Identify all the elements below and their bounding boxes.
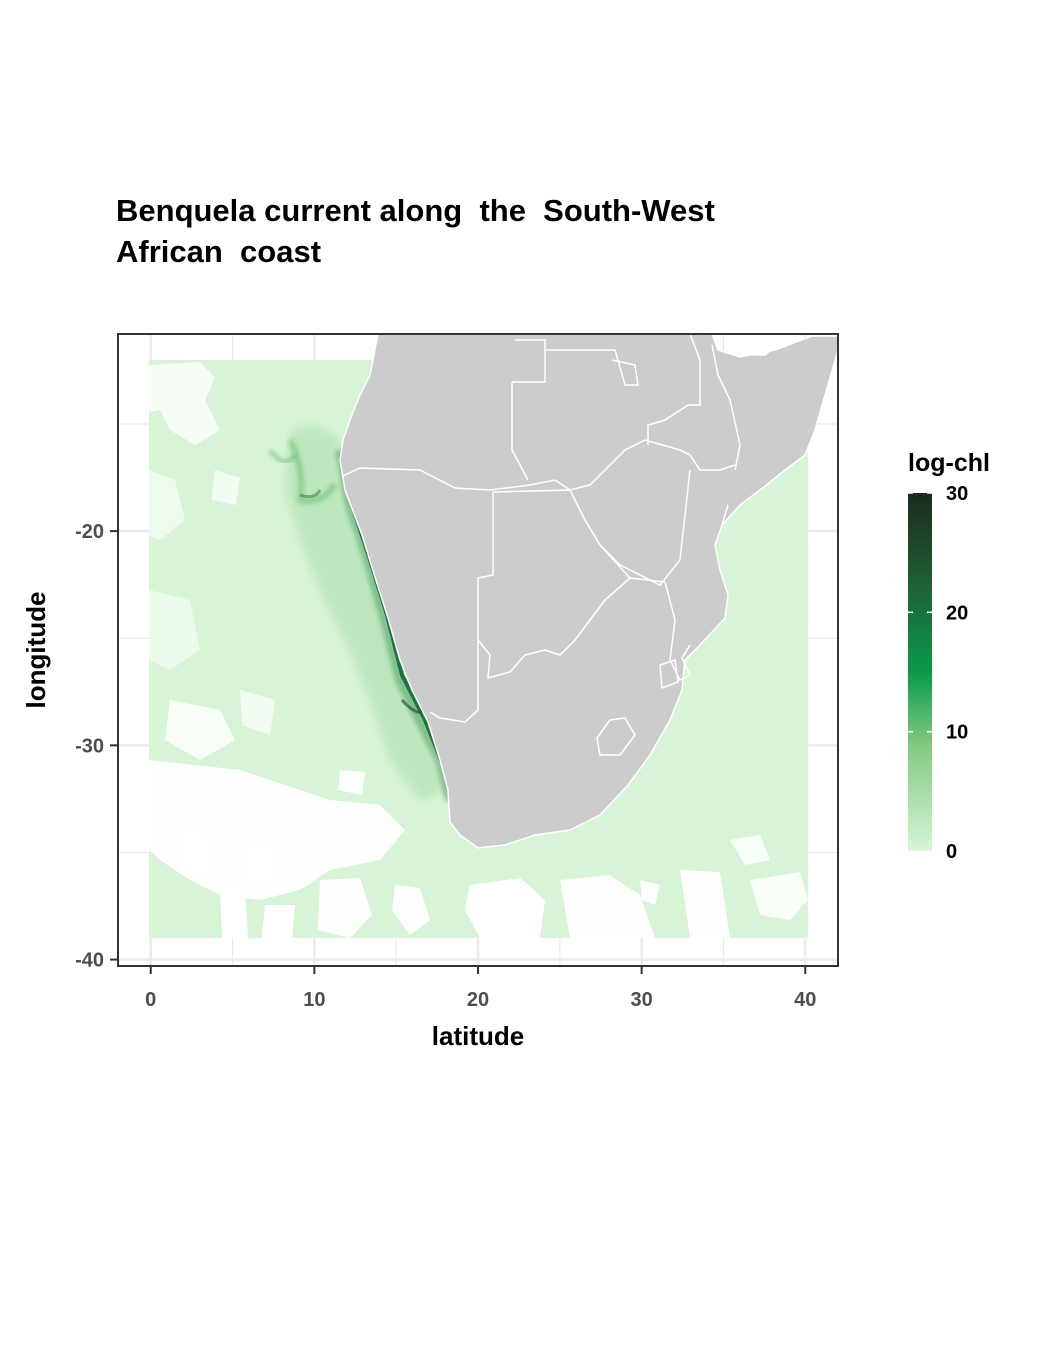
y-axis-ticks: -20 -30 -40 — [75, 521, 118, 972]
x-tick-label: 0 — [145, 989, 156, 1011]
chart-title: Benquela current along the South-West Af… — [116, 190, 836, 272]
x-tick-label: 10 — [303, 989, 325, 1011]
legend: log-chl 0 10 20 30 — [908, 449, 990, 863]
x-tick-label: 40 — [794, 989, 816, 1011]
x-tick-label: 20 — [467, 989, 489, 1011]
x-tick-label: 30 — [631, 989, 653, 1011]
legend-tick-label: 0 — [946, 841, 957, 863]
legend-tick-label: 20 — [946, 602, 968, 624]
legend-tick-label: 10 — [946, 722, 968, 744]
chart-title-line-1: Benquela current along the South-West — [116, 193, 715, 228]
y-axis-title: longitude — [21, 592, 51, 709]
legend-title: log-chl — [908, 449, 990, 477]
y-tick-label: -20 — [75, 521, 104, 543]
country-borders — [342, 334, 741, 756]
legend-tick-label: 30 — [946, 483, 968, 505]
y-tick-label: -40 — [75, 950, 104, 972]
legend-colorbar — [908, 493, 932, 851]
y-tick-label: -30 — [75, 735, 104, 757]
x-axis-ticks: 0 10 20 30 40 — [145, 966, 816, 1011]
chart-title-line-2: African coast — [116, 234, 322, 269]
legend-ticks: 0 10 20 30 — [908, 483, 968, 863]
missing-data-patches — [149, 362, 808, 938]
land-africa — [339, 334, 838, 849]
x-axis-title: latitude — [432, 1021, 524, 1051]
